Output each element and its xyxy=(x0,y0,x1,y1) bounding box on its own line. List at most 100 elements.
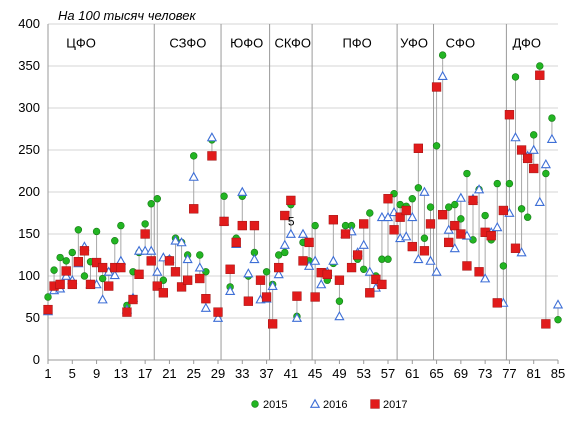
data-point-2016 xyxy=(382,211,394,222)
data-point-2015 xyxy=(493,179,501,188)
data-point-2017 xyxy=(201,294,211,304)
y-tick-label: 250 xyxy=(18,142,40,157)
data-point-2016 xyxy=(243,268,254,278)
region-label: ПФО xyxy=(342,36,371,51)
y-tick-label: 150 xyxy=(18,226,40,241)
data-point-2015 xyxy=(414,184,423,192)
data-point-2015 xyxy=(220,192,228,200)
data-point-2017 xyxy=(401,205,411,216)
data-point-2015 xyxy=(499,262,508,270)
data-point-2016 xyxy=(133,245,145,255)
data-point-2017 xyxy=(334,275,345,285)
data-point-2016 xyxy=(437,70,448,80)
data-point-2017 xyxy=(389,225,399,235)
data-point-2016 xyxy=(364,266,375,276)
data-point-2017 xyxy=(298,256,308,266)
legend-label: 2017 xyxy=(383,399,407,411)
data-point-2017 xyxy=(134,269,144,279)
x-tick-label: 29 xyxy=(211,366,225,381)
data-point-2017 xyxy=(43,304,53,315)
legend-label: 2015 xyxy=(263,399,287,411)
region-label: СКФО xyxy=(274,36,311,51)
data-point-2016 xyxy=(431,266,442,276)
data-point-2016 xyxy=(492,221,503,232)
data-point-2017 xyxy=(346,262,357,273)
x-tick-label: 81 xyxy=(526,366,540,381)
data-point-2017 xyxy=(492,298,502,308)
data-point-2017 xyxy=(207,151,217,161)
data-point-2016 xyxy=(237,186,248,196)
data-point-2016 xyxy=(376,211,388,222)
data-point-2017 xyxy=(444,237,454,248)
data-point-2015 xyxy=(523,213,532,221)
data-point-2016 xyxy=(212,312,224,322)
data-point-2016 xyxy=(455,192,466,202)
data-point-2015 xyxy=(117,221,125,230)
data-point-2016 xyxy=(273,268,284,279)
data-point-2015 xyxy=(530,131,538,139)
data-point-2016 xyxy=(285,228,296,238)
data-point-2017 xyxy=(280,210,290,221)
data-point-2015 xyxy=(505,179,514,188)
data-point-2015 xyxy=(153,195,161,203)
data-point-2016 xyxy=(279,239,290,249)
data-point-2016 xyxy=(152,266,163,276)
data-point-2017 xyxy=(79,246,90,256)
data-point-2017 xyxy=(377,279,387,290)
data-point-2017 xyxy=(456,229,466,239)
data-point-2017 xyxy=(170,267,181,277)
data-point-2017 xyxy=(140,229,150,239)
x-tick-label: 57 xyxy=(381,366,395,381)
x-tick-label: 13 xyxy=(114,366,128,381)
data-point-2015 xyxy=(451,200,459,209)
data-point-2016 xyxy=(528,144,539,154)
data-point-2017 xyxy=(97,262,108,273)
y-tick-label: 100 xyxy=(18,268,40,283)
data-point-2016 xyxy=(225,285,236,296)
x-tick-label: 1 xyxy=(44,366,51,381)
data-point-2015 xyxy=(311,221,319,230)
x-tick-label: 61 xyxy=(405,366,419,381)
data-point-2015 xyxy=(74,226,83,234)
data-point-2017 xyxy=(152,281,162,291)
data-point-2015 xyxy=(92,227,101,236)
data-point-2017 xyxy=(413,143,424,153)
data-point-2017 xyxy=(340,229,351,239)
data-point-2015 xyxy=(281,248,289,257)
data-point-2015 xyxy=(408,195,416,203)
y-tick-label: 200 xyxy=(18,184,40,199)
data-point-2017 xyxy=(352,250,363,260)
data-point-2016 xyxy=(297,228,309,238)
annotation-label: 5 xyxy=(288,214,295,228)
data-point-2016 xyxy=(413,253,424,264)
y-tick-label: 50 xyxy=(26,310,40,325)
data-point-2017 xyxy=(122,307,132,317)
data-point-2016 xyxy=(534,196,545,206)
data-point-2016 xyxy=(449,242,460,253)
y-tick-label: 400 xyxy=(18,16,40,31)
series-2017 xyxy=(43,70,551,329)
data-point-2015 xyxy=(438,51,447,59)
y-tick-label: 350 xyxy=(18,58,40,73)
x-tick-label: 53 xyxy=(356,366,370,381)
data-point-2015 xyxy=(80,272,89,280)
region-label: СЗФО xyxy=(169,36,206,51)
data-point-2016 xyxy=(546,133,558,143)
data-point-2017 xyxy=(55,279,65,290)
data-point-2015 xyxy=(536,62,544,70)
x-tick-label: 41 xyxy=(284,366,298,381)
labels: На 100 тысяч человек 0 50 100 150 200 250 300 3… xyxy=(18,8,565,381)
data-point-2016 xyxy=(334,310,345,321)
data-point-2017 xyxy=(219,216,229,227)
data-point-2015 xyxy=(44,293,52,301)
data-point-2017 xyxy=(274,262,284,273)
axes xyxy=(47,24,559,364)
data-point-2017 xyxy=(195,273,205,284)
data-point-2016 xyxy=(328,255,339,265)
x-tick-label: 33 xyxy=(235,366,249,381)
data-point-2017 xyxy=(437,210,448,220)
region-label: ДФО xyxy=(512,36,541,51)
data-point-2016 xyxy=(407,211,418,222)
data-point-2017 xyxy=(498,205,509,216)
